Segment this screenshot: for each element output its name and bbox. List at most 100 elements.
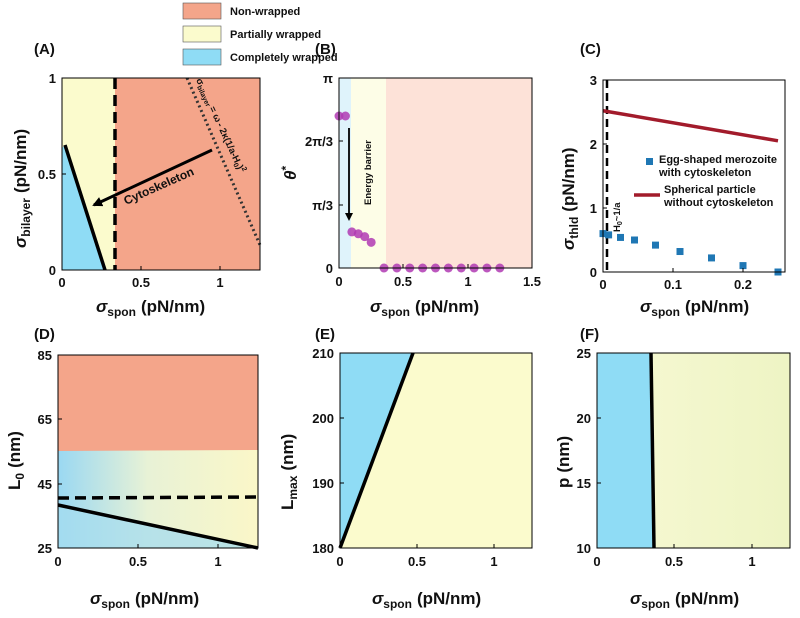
panel-b-xtick-2: 1 bbox=[464, 274, 471, 289]
panel-c-ytick-0: 0 bbox=[590, 265, 597, 280]
panel-e-ylabel: Lmax(nm) bbox=[278, 434, 300, 510]
panel-a-label: (A) bbox=[34, 41, 55, 58]
panel-c-ylabel: σthld(pN/nm) bbox=[559, 148, 581, 251]
panel-a-xtick-0: 0 bbox=[58, 275, 65, 290]
panel-c-xlabel: σspon (pN/nm) bbox=[640, 297, 749, 319]
panel-e-ytick-2: 200 bbox=[312, 411, 334, 426]
panel-c-legend-1a: Egg-shaped merozoite bbox=[659, 154, 777, 166]
panel-e-ytick-1: 190 bbox=[312, 476, 334, 491]
panel-f-ylabel: p(nm) bbox=[554, 436, 573, 488]
panel-a-ylabel: σbilayer(pN/nm) bbox=[11, 129, 33, 248]
panel-a-ticks bbox=[61, 77, 221, 271]
panel-e-xlabel: σspon (pN/nm) bbox=[372, 589, 481, 611]
legend-label-complete: Completely wrapped bbox=[230, 52, 338, 64]
panel-a-xtick-2: 1 bbox=[216, 275, 223, 290]
panel-b-ytick-1: π/3 bbox=[312, 198, 333, 213]
panel-c-xtick-2: 0.2 bbox=[734, 277, 752, 292]
panel-b-ticks bbox=[338, 77, 533, 269]
panel-c-point bbox=[631, 236, 638, 244]
panel-e-ticks bbox=[339, 352, 495, 549]
phase-legend: Non-wrapped Partially wrapped Completely… bbox=[182, 2, 338, 66]
panel-b-point bbox=[360, 232, 370, 242]
panel-c-ticks bbox=[602, 79, 744, 273]
panel-b-ylabel: θ* bbox=[279, 166, 300, 180]
panel-a-ytick-2: 1 bbox=[49, 71, 56, 86]
panel-c-axes-frame bbox=[602, 79, 786, 273]
panel-a-ytick-0: 0 bbox=[49, 263, 56, 278]
panel-c-legend-2b: without cytoskeleton bbox=[663, 197, 774, 209]
panel-e-xtick-0: 0 bbox=[336, 554, 343, 569]
panel-a-ytick-1: 0.5 bbox=[38, 167, 56, 182]
panel-f-ytick-2: 20 bbox=[577, 411, 591, 426]
panel-c-legend: Egg-shaped merozoite with cytoskeleton S… bbox=[634, 154, 777, 209]
panel-e-xtick-1: 0.5 bbox=[408, 554, 426, 569]
panel-f-axes-frame bbox=[596, 352, 791, 549]
panel-d-ytick-1: 45 bbox=[38, 477, 52, 492]
panel-c-sphere-line bbox=[602, 108, 779, 143]
panel-b-region-nonwrapped bbox=[386, 78, 532, 268]
panel-c: (C) H0~1/a Egg-shaped merozoite with cyt… bbox=[559, 41, 786, 319]
panel-a-xtick-1: 0.5 bbox=[132, 275, 150, 290]
panel-c-point bbox=[605, 231, 613, 239]
panel-c-point bbox=[652, 241, 659, 249]
panel-c-ytick-1: 1 bbox=[590, 201, 597, 216]
panel-a-xlabel: σspon (pN/nm) bbox=[96, 297, 205, 319]
panel-e-ytick-0: 180 bbox=[312, 541, 334, 556]
panel-c-point bbox=[617, 233, 624, 241]
panel-c-legend-1b: with cytoskeleton bbox=[658, 167, 752, 179]
panel-b-point bbox=[340, 111, 350, 121]
panel-d-ylabel: L0(nm) bbox=[5, 431, 27, 490]
legend-swatch-partial bbox=[182, 25, 222, 43]
panel-f-ticks bbox=[596, 352, 753, 549]
panel-c-vline-label: H0~1/a bbox=[612, 202, 624, 232]
panel-b-xtick-1: 0.5 bbox=[394, 274, 412, 289]
panel-c-label: (C) bbox=[580, 41, 601, 58]
panel-c-ytick-2: 2 bbox=[590, 137, 597, 152]
panel-d-xtick-1: 0.5 bbox=[129, 554, 147, 569]
panel-e-axes-frame bbox=[339, 352, 533, 549]
panel-f-xtick-2: 1 bbox=[748, 554, 755, 569]
panel-c-ytick-3: 3 bbox=[590, 73, 597, 88]
panel-e: (E) 0 0.5 1 180 190 200 210 σspon (pN/nm)… bbox=[278, 326, 533, 611]
panel-f-xlabel: σspon (pN/nm) bbox=[630, 589, 739, 611]
panel-b-energy-label: Energy barrier bbox=[363, 140, 374, 205]
panel-d-label: (D) bbox=[34, 326, 55, 343]
panel-d-boundary-complete bbox=[57, 503, 259, 550]
panel-f-region-complete bbox=[597, 353, 654, 548]
panel-e-ytick-3: 210 bbox=[312, 346, 334, 361]
panel-f: (F) 0 0.5 1 10 15 20 25 σspon (pN/nm) p(n… bbox=[554, 326, 791, 611]
panel-c-xtick-0: 0 bbox=[599, 277, 606, 292]
legend-label-partial: Partially wrapped bbox=[230, 29, 321, 41]
panel-d-xtick-2: 1 bbox=[214, 554, 221, 569]
panel-d-ytick-2: 65 bbox=[38, 412, 52, 427]
panel-f-xtick-0: 0 bbox=[593, 554, 600, 569]
panel-b-ytick-3: π bbox=[323, 71, 333, 86]
legend-swatch-nonwrapped bbox=[182, 2, 222, 20]
legend-swatch-complete bbox=[182, 48, 222, 66]
panel-d-ticks bbox=[57, 354, 219, 549]
panel-b-label: (B) bbox=[315, 41, 336, 58]
panel-b-axes-frame bbox=[338, 77, 533, 269]
panel-e-boundary-complete bbox=[338, 352, 415, 549]
panel-e-label: (E) bbox=[315, 326, 335, 343]
panel-d-ytick-3: 85 bbox=[38, 348, 52, 363]
panel-b: (B) Energy barrier 0 0.5 1 1.5 0 π/3 2π/… bbox=[279, 41, 541, 319]
panel-d-xlabel: σspon (pN/nm) bbox=[90, 589, 199, 611]
panel-d-ytick-0: 25 bbox=[38, 541, 52, 556]
panel-c-xtick-1: 0.1 bbox=[664, 277, 682, 292]
panel-f-ytick-3: 25 bbox=[577, 346, 591, 361]
panel-a-dotted-line bbox=[185, 77, 262, 246]
panel-d-axes-frame bbox=[57, 354, 259, 549]
panel-f-boundary-complete bbox=[649, 352, 656, 549]
panel-b-xtick-3: 1.5 bbox=[523, 274, 541, 289]
panel-c-point bbox=[708, 254, 715, 262]
panel-b-ytick-0: 0 bbox=[326, 261, 333, 276]
panel-d-xtick-0: 0 bbox=[54, 554, 61, 569]
panel-a-boundary-complete bbox=[63, 144, 107, 271]
panel-b-xtick-0: 0 bbox=[335, 274, 342, 289]
panel-d: (D) 0 0.5 1 25 45 65 85 σspon (pN/nm) L0(… bbox=[5, 326, 259, 611]
panel-f-xtick-1: 0.5 bbox=[665, 554, 683, 569]
panel-f-ytick-1: 15 bbox=[577, 476, 591, 491]
panel-b-ytick-2: 2π/3 bbox=[305, 134, 333, 149]
